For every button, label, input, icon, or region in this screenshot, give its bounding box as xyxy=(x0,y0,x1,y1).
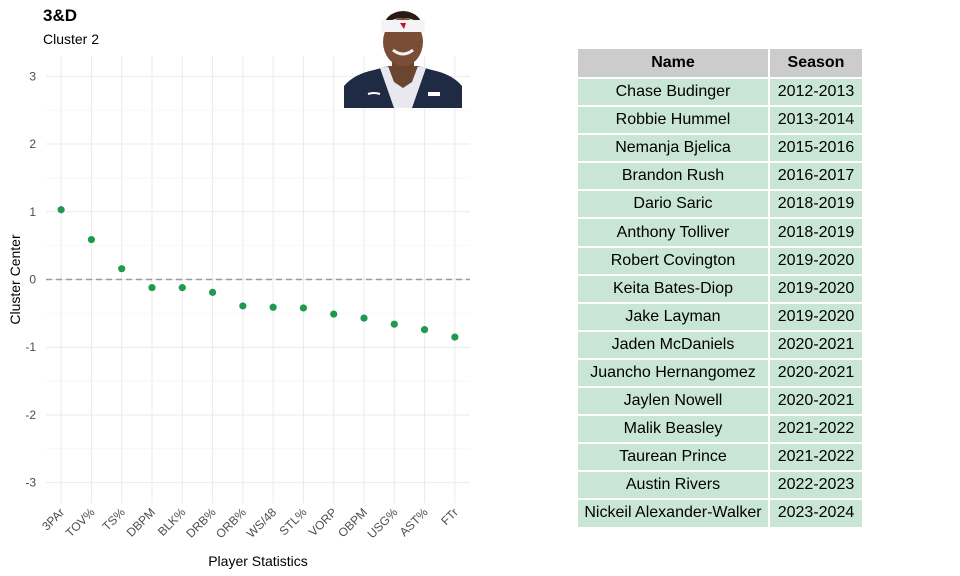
column-header-season: Season xyxy=(769,49,862,79)
player-name-cell: Dario Saric xyxy=(578,190,770,220)
y-tick-label: 3 xyxy=(29,69,36,83)
season-cell: 2013-2014 xyxy=(769,106,862,136)
players-table-body: Chase Budinger 2012-2013 Robbie Hummel 2013… xyxy=(578,78,862,529)
table-row: Malik Beasley 2021-2022 xyxy=(578,415,862,445)
table-row: Anthony Tolliver 2018-2019 xyxy=(578,218,862,248)
x-tick-label: TOV% xyxy=(63,505,98,540)
table-row: Nickeil Alexander-Walker 2023-2024 xyxy=(578,499,862,529)
player-name-cell: Juancho Hernangomez xyxy=(578,358,770,389)
table-row: Nemanja Bjelica 2015-2016 xyxy=(578,134,862,164)
player-name-cell: Brandon Rush xyxy=(578,162,770,192)
chart-subtitle: Cluster 2 xyxy=(43,31,100,47)
player-name-cell: Malik Beasley xyxy=(578,415,770,445)
x-tick-label: FTr xyxy=(438,505,461,528)
y-tick-label: 2 xyxy=(29,137,36,151)
y-tick-label: 1 xyxy=(29,205,36,219)
x-tick-label: ORB% xyxy=(213,505,249,541)
table-row: Austin Rivers 2022-2023 xyxy=(578,471,862,501)
data-point xyxy=(178,284,186,292)
player-name-cell: Chase Budinger xyxy=(578,78,770,108)
table-row: Jaylen Nowell 2020-2021 xyxy=(578,387,862,417)
season-cell: 2016-2017 xyxy=(769,162,862,192)
season-cell: 2012-2013 xyxy=(769,78,862,108)
season-cell: 2019-2020 xyxy=(769,302,862,332)
data-point xyxy=(57,206,65,214)
player-name-cell: Robert Covington xyxy=(578,246,770,276)
season-cell: 2021-2022 xyxy=(769,415,862,445)
player-name-cell: Keita Bates-Diop xyxy=(578,274,770,304)
y-tick-label: -1 xyxy=(25,340,36,354)
player-name-cell: Robbie Hummel xyxy=(578,106,770,136)
season-cell: 2020-2021 xyxy=(769,358,862,389)
season-cell: 2019-2020 xyxy=(769,246,862,276)
data-point xyxy=(208,288,217,296)
data-point xyxy=(118,265,126,273)
data-point xyxy=(360,314,368,322)
data-point xyxy=(87,235,96,244)
player-headshot-icon xyxy=(344,8,462,108)
x-tick-label: BLK% xyxy=(155,505,189,539)
player-name-cell: Anthony Tolliver xyxy=(578,218,770,248)
table-row: Dario Saric 2018-2019 xyxy=(578,190,862,220)
data-point xyxy=(148,284,156,292)
table-row: Keita Bates-Diop 2019-2020 xyxy=(578,274,862,304)
player-name-cell: Jaylen Nowell xyxy=(578,387,770,417)
x-tick-label: DRB% xyxy=(183,505,219,541)
season-cell: 2023-2024 xyxy=(769,499,862,529)
table-row: Juancho Hernangomez 2020-2021 xyxy=(578,358,862,389)
player-name-cell: Jaden McDaniels xyxy=(578,330,770,360)
column-header-name: Name xyxy=(578,49,770,79)
data-point xyxy=(299,304,308,312)
y-axis-title: Cluster Center xyxy=(7,234,23,325)
players-table: Name Season Chase Budinger 2012-2013 Robbi… xyxy=(578,49,862,529)
data-point xyxy=(390,320,398,328)
table-row: Chase Budinger 2012-2013 xyxy=(578,78,862,108)
chart-title: 3&D xyxy=(43,6,78,25)
x-tick-label: OBPM xyxy=(335,505,370,540)
season-cell: 2018-2019 xyxy=(769,218,862,248)
y-tick-label: -2 xyxy=(25,408,36,422)
table-row: Robert Covington 2019-2020 xyxy=(578,246,862,276)
x-tick-label: USG% xyxy=(365,505,401,541)
y-tick-label: -3 xyxy=(25,476,36,490)
data-point xyxy=(330,310,338,318)
x-tick-label: WS/48 xyxy=(244,505,280,541)
player-name-cell: Nickeil Alexander-Walker xyxy=(578,499,770,529)
table-header-row: Name Season xyxy=(578,49,862,79)
season-cell: 2015-2016 xyxy=(769,134,862,164)
x-tick-label: AST% xyxy=(397,505,431,539)
season-cell: 2020-2021 xyxy=(769,387,862,417)
season-cell: 2018-2019 xyxy=(769,190,862,220)
x-axis-title: Player Statistics xyxy=(208,553,308,569)
data-point xyxy=(269,303,277,311)
season-cell: 2019-2020 xyxy=(769,274,862,304)
player-name-cell: Nemanja Bjelica xyxy=(578,134,770,164)
data-point xyxy=(451,333,459,341)
x-tick-label: STL% xyxy=(277,505,310,538)
data-point xyxy=(420,326,429,334)
x-tick-label: DBPM xyxy=(124,505,158,539)
player-name-cell: Jake Layman xyxy=(578,302,770,332)
y-tick-label: 0 xyxy=(29,273,36,287)
season-cell: 2020-2021 xyxy=(769,330,862,360)
table-row: Jaden McDaniels 2020-2021 xyxy=(578,330,862,360)
table-row: Taurean Prince 2021-2022 xyxy=(578,443,862,473)
table-row: Jake Layman 2019-2020 xyxy=(578,302,862,332)
table-row: Brandon Rush 2016-2017 xyxy=(578,162,862,192)
player-name-cell: Austin Rivers xyxy=(578,471,770,501)
season-cell: 2021-2022 xyxy=(769,443,862,473)
x-tick-label: VORP xyxy=(306,505,340,539)
season-cell: 2022-2023 xyxy=(769,471,862,501)
data-point xyxy=(239,302,247,310)
player-name-cell: Taurean Prince xyxy=(578,443,770,473)
table-row: Robbie Hummel 2013-2014 xyxy=(578,106,862,136)
